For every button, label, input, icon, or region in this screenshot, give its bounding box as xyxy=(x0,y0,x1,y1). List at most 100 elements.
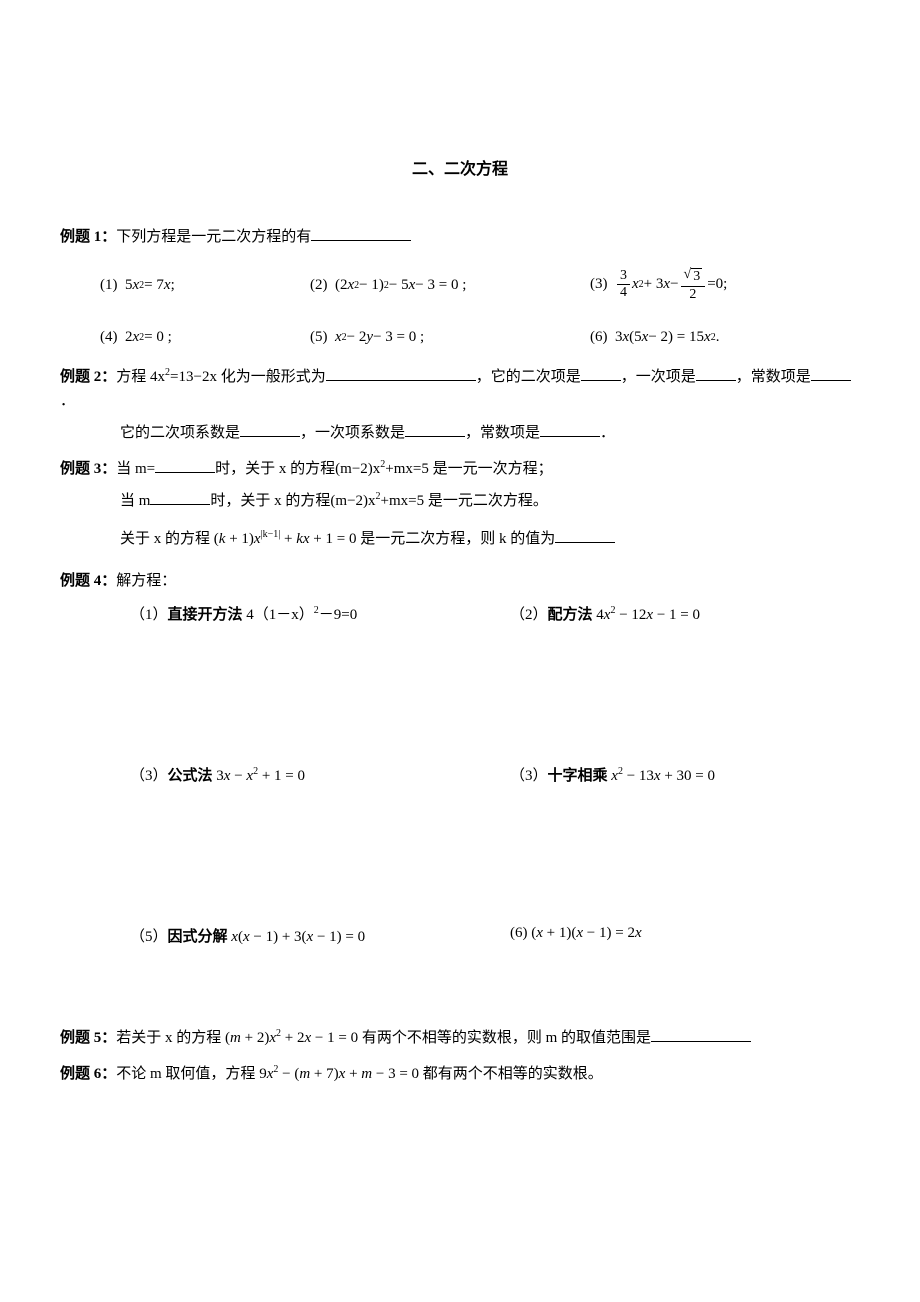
t: 若关于 x 的方程 xyxy=(116,1030,221,1046)
t: 不论 m 取何值，方程 xyxy=(116,1066,255,1082)
t: x xyxy=(335,329,342,346)
radix-icon: √ xyxy=(684,268,692,282)
ex3-line1: 例题 3：当 m=时，关于 x 的方程(m−2)x2+mx=5 是一元一次方程； xyxy=(60,457,860,481)
t: = 7 xyxy=(144,277,164,294)
n: (6) xyxy=(590,329,608,346)
t: 当 m= xyxy=(116,461,155,477)
t: +mx=5 是一元一次方程； xyxy=(385,461,552,477)
p5: （5）因式分解 x(x − 1) + 3(x − 1) = 0 xyxy=(130,925,510,946)
ex1-item2: (2) (2x2 − 1)2 − 5x − 3 = 0 ; xyxy=(310,277,590,294)
t: − xyxy=(230,768,246,784)
blank xyxy=(155,459,215,474)
ex4-label: 例题 4： xyxy=(60,573,116,589)
t: ，常数项是 xyxy=(465,425,540,441)
n: （5） xyxy=(130,929,168,945)
t: − 1) = 0 xyxy=(313,929,365,945)
solve-row-2: （3）公式法 3x − x2 + 1 = 0 （3）十字相乘 x2 − 13x … xyxy=(130,764,860,785)
t: x xyxy=(243,929,250,945)
ex6-line: 例题 6：不论 m 取何值，方程 9x2 − (m + 7)x + m − 3 … xyxy=(60,1062,860,1086)
solve-grid: （1）直接开方法 4（1－x）2－9=0 （2）配方法 4x2 − 12x − … xyxy=(130,603,860,946)
blank xyxy=(240,423,300,438)
t: − xyxy=(670,276,678,293)
t: + 2 xyxy=(281,1030,304,1046)
t: 公式法 xyxy=(168,768,217,784)
radicand: 3 xyxy=(691,268,702,284)
t: − 1 = 0 xyxy=(653,607,700,623)
t: − 2) = 15 xyxy=(648,329,704,346)
n: (4) xyxy=(100,329,118,346)
t: x xyxy=(536,925,543,941)
ex1-text: 下列方程是一元二次方程的有 xyxy=(116,229,311,245)
t: + 1 = 0 xyxy=(310,531,357,547)
t: 十字相乘 xyxy=(548,768,612,784)
ex1-item6: (6) 3x(5x − 2) = 15x2. xyxy=(590,329,719,346)
t: (5 xyxy=(629,329,642,346)
t: ，它的二次项是 xyxy=(476,369,581,385)
t: x xyxy=(642,329,649,346)
t: 有两个不相等的实数根，则 m 的取值范围是 xyxy=(362,1030,651,1046)
t: 都有两个不相等的实数根。 xyxy=(423,1066,603,1082)
t: kx xyxy=(296,531,309,547)
ex1-row2: (4) 2x2 = 0 ; (5) x2 − 2y − 3 = 0 ; (6) … xyxy=(100,321,860,353)
ex1-item4: (4) 2x2 = 0 ; xyxy=(100,329,310,346)
exp: |k−1| xyxy=(261,529,281,540)
t: 4（1－x） xyxy=(246,607,314,623)
ex4-line: 例题 4：解方程： xyxy=(60,569,860,593)
frac: 34 xyxy=(617,269,630,300)
t: x xyxy=(254,531,261,547)
p1: （1）直接开方法 4（1－x）2－9=0 xyxy=(130,603,510,624)
t: − 3 = 0 xyxy=(372,1066,419,1082)
ex1-label: 例题 1： xyxy=(60,229,116,245)
doc-title: 二、二次方程 xyxy=(60,155,860,179)
t: + xyxy=(345,1066,361,1082)
p6: (6) (x + 1)(x − 1) = 2x xyxy=(510,925,642,946)
t: m xyxy=(230,1030,241,1046)
t: x xyxy=(133,277,140,294)
solve-row-3: （5）因式分解 x(x − 1) + 3(x − 1) = 0 (6) (x +… xyxy=(130,925,860,946)
t: − 13 xyxy=(623,768,654,784)
ex5-line: 例题 5：若关于 x 的方程 (m + 2)x2 + 2x − 1 = 0 有两… xyxy=(60,1026,860,1050)
t: +mx=5 是一元二次方程。 xyxy=(381,493,548,509)
t: ． xyxy=(600,425,615,441)
solve-row-1: （1）直接开方法 4（1－x）2－9=0 （2）配方法 4x2 − 12x − … xyxy=(130,603,860,624)
blank xyxy=(581,367,621,382)
t: －9=0 xyxy=(319,607,357,623)
ex3-line2: 当 m时，关于 x 的方程(m−2)x2+mx=5 是一元二次方程。 xyxy=(120,489,860,513)
t: x xyxy=(623,329,630,346)
t: 3 xyxy=(216,768,224,784)
t: x xyxy=(231,929,238,945)
n: （2） xyxy=(510,607,548,623)
t: 因式分解 xyxy=(168,929,232,945)
n: (2) xyxy=(310,277,328,294)
t: 4 xyxy=(596,607,604,623)
t: x xyxy=(164,277,171,294)
t: m xyxy=(361,1066,372,1082)
t: − 1) + 3( xyxy=(250,929,307,945)
ex2-line2: 它的二次项系数是，一次项系数是，常数项是． xyxy=(120,421,860,445)
page: 二、二次方程 例题 1：下列方程是一元二次方程的有 (1) 5x2 = 7x ;… xyxy=(0,0,920,1302)
p2: （2）配方法 4x2 − 12x − 1 = 0 xyxy=(510,603,700,624)
t: 是一元二次方程，则 k 的值为 xyxy=(360,531,555,547)
n: （3） xyxy=(130,768,168,784)
ex5-label: 例题 5： xyxy=(60,1030,116,1046)
ex3-line3: 关于 x 的方程 (k + 1)x|k−1| + kx + 1 = 0 是一元二… xyxy=(120,527,860,551)
t: − 12 xyxy=(615,607,646,623)
t: ; xyxy=(171,277,175,294)
num: 3 xyxy=(617,269,630,285)
t: − 1) = 2 xyxy=(583,925,635,941)
t: 3 xyxy=(615,329,623,346)
n: (1) xyxy=(100,277,118,294)
n: (6) xyxy=(510,925,528,941)
t: − ( xyxy=(278,1066,299,1082)
t: x xyxy=(663,276,670,293)
ex1-item5: (5) x2 − 2y − 3 = 0 ; xyxy=(310,329,590,346)
t: + 1)( xyxy=(543,925,576,941)
t: 时，关于 x 的方程(m−2)x xyxy=(210,493,375,509)
num: √3 xyxy=(681,268,706,286)
t: − 1 = 0 xyxy=(311,1030,358,1046)
t: + 30 = 0 xyxy=(661,768,715,784)
t: x xyxy=(348,277,355,294)
sqrt: √3 xyxy=(684,268,703,284)
t: x xyxy=(133,329,140,346)
den: 4 xyxy=(617,285,630,300)
